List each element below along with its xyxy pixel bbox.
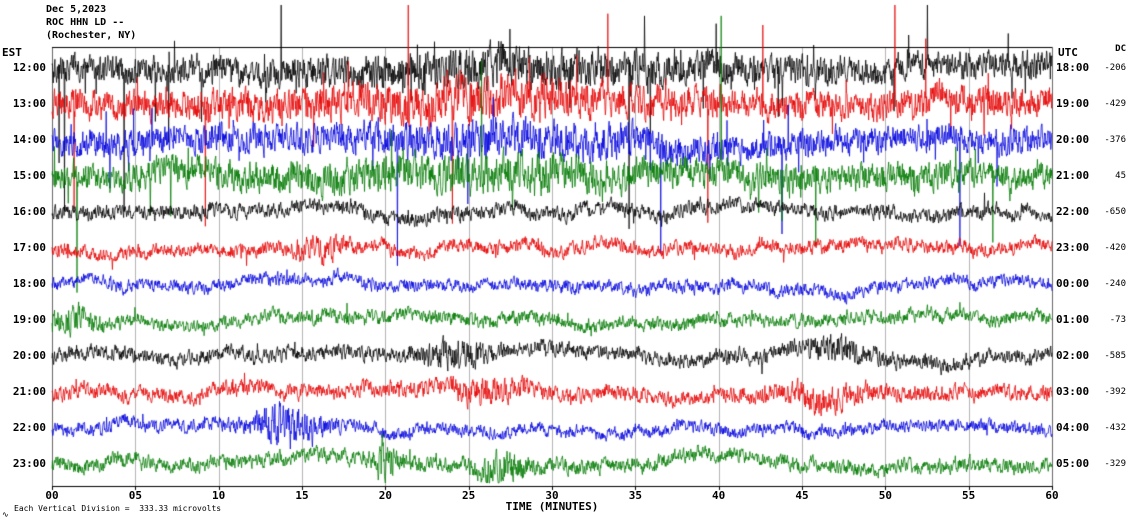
utc-time-label: 03:00 <box>1056 385 1090 398</box>
dc-offset-value: -585 <box>1104 351 1126 361</box>
utc-time-label: 21:00 <box>1056 169 1090 182</box>
est-time-label: 23:00 <box>12 457 46 470</box>
x-tick-label: 50 <box>878 489 892 502</box>
x-tick-label: 20 <box>378 489 392 502</box>
header-station-id: ROC HHN LD -- <box>46 17 125 28</box>
left-timezone-label: EST <box>2 46 22 59</box>
est-time-label: 16:00 <box>12 205 46 218</box>
dc-offset-value: -420 <box>1104 243 1126 253</box>
dc-offset-header: DC <box>1115 44 1126 54</box>
est-time-label: 20:00 <box>12 349 46 362</box>
header-station-location: (Rochester, NY) <box>46 30 137 41</box>
dc-offset-value: -432 <box>1104 423 1126 433</box>
dc-offset-value: -73 <box>1109 315 1126 325</box>
est-time-label: 22:00 <box>12 421 46 434</box>
utc-time-label: 19:00 <box>1056 97 1090 110</box>
est-time-label: 12:00 <box>12 61 46 74</box>
utc-time-label: 20:00 <box>1056 133 1090 146</box>
x-tick-label: 60 <box>1045 489 1059 502</box>
dc-offset-value: -376 <box>1104 135 1126 145</box>
est-time-label: 15:00 <box>12 169 46 182</box>
dc-offset-value: -392 <box>1104 387 1126 397</box>
header-date: Dec 5,2023 <box>46 4 107 15</box>
x-tick-label: 55 <box>962 489 976 502</box>
watermark-glyph: ∿ <box>2 510 9 519</box>
utc-time-label: 01:00 <box>1056 313 1090 326</box>
est-time-label: 14:00 <box>12 133 46 146</box>
dc-offset-value: -329 <box>1104 459 1126 469</box>
x-tick-label: 05 <box>128 489 142 502</box>
utc-time-label: 04:00 <box>1056 421 1090 434</box>
utc-time-label: 22:00 <box>1056 205 1090 218</box>
est-time-label: 21:00 <box>12 385 46 398</box>
x-tick-label: 15 <box>295 489 309 502</box>
est-time-label: 13:00 <box>12 97 46 110</box>
utc-time-label: 00:00 <box>1056 277 1090 290</box>
x-tick-label: 30 <box>545 489 559 502</box>
dc-offset-value: -429 <box>1104 99 1126 109</box>
dc-offset-value: 45 <box>1115 171 1126 181</box>
utc-time-label: 05:00 <box>1056 457 1090 470</box>
x-tick-label: 35 <box>628 489 642 502</box>
right-timezone-label: UTC <box>1058 46 1078 59</box>
est-time-label: 17:00 <box>12 241 46 254</box>
x-tick-label: 10 <box>212 489 226 502</box>
x-axis-title: TIME (MINUTES) <box>505 500 599 513</box>
x-tick-label: 45 <box>795 489 809 502</box>
x-tick-label: 25 <box>462 489 476 502</box>
est-time-label: 19:00 <box>12 313 46 326</box>
dc-offset-value: -206 <box>1104 63 1126 73</box>
x-tick-label: 00 <box>45 489 59 502</box>
est-time-label: 18:00 <box>12 277 46 290</box>
dc-offset-value: -650 <box>1104 207 1126 217</box>
dc-offset-value: -240 <box>1104 279 1126 289</box>
utc-time-label: 02:00 <box>1056 349 1090 362</box>
utc-time-label: 18:00 <box>1056 61 1090 74</box>
utc-time-label: 23:00 <box>1056 241 1090 254</box>
vertical-scale-note: Each Vertical Division = 333.33 microvol… <box>14 504 222 513</box>
x-tick-label: 40 <box>712 489 726 502</box>
